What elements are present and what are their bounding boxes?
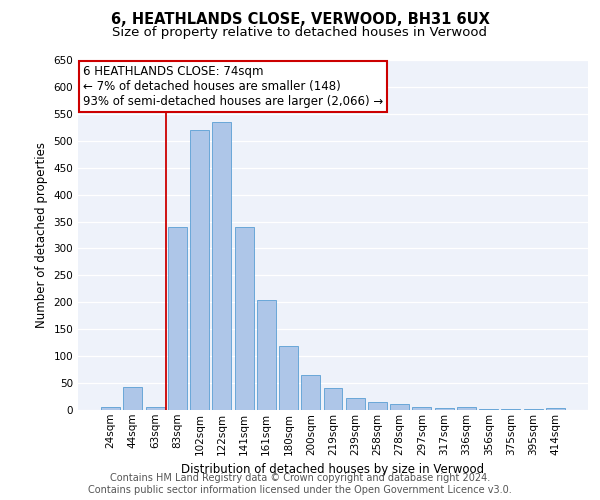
Bar [168, 227, 187, 410]
Text: 6 HEATHLANDS CLOSE: 74sqm
← 7% of detached houses are smaller (148)
93% of semi-: 6 HEATHLANDS CLOSE: 74sqm ← 7% of detach… [83, 66, 383, 108]
Bar [368, 402, 387, 410]
Bar [301, 375, 320, 410]
Text: Contains HM Land Registry data © Crown copyright and database right 2024.
Contai: Contains HM Land Registry data © Crown c… [88, 474, 512, 495]
Bar [502, 409, 520, 410]
Text: 6, HEATHLANDS CLOSE, VERWOOD, BH31 6UX: 6, HEATHLANDS CLOSE, VERWOOD, BH31 6UX [110, 12, 490, 28]
Bar [323, 388, 343, 410]
Bar [101, 408, 120, 410]
Text: Size of property relative to detached houses in Verwood: Size of property relative to detached ho… [113, 26, 487, 39]
Bar [457, 408, 476, 410]
Bar [546, 408, 565, 410]
Bar [435, 408, 454, 410]
Bar [390, 404, 409, 410]
Bar [235, 227, 254, 410]
Bar [279, 346, 298, 410]
Bar [124, 388, 142, 410]
Bar [146, 408, 164, 410]
Bar [190, 130, 209, 410]
Bar [257, 300, 276, 410]
Bar [212, 122, 231, 410]
Bar [412, 408, 431, 410]
X-axis label: Distribution of detached houses by size in Verwood: Distribution of detached houses by size … [181, 463, 485, 476]
Y-axis label: Number of detached properties: Number of detached properties [35, 142, 48, 328]
Bar [346, 398, 365, 410]
